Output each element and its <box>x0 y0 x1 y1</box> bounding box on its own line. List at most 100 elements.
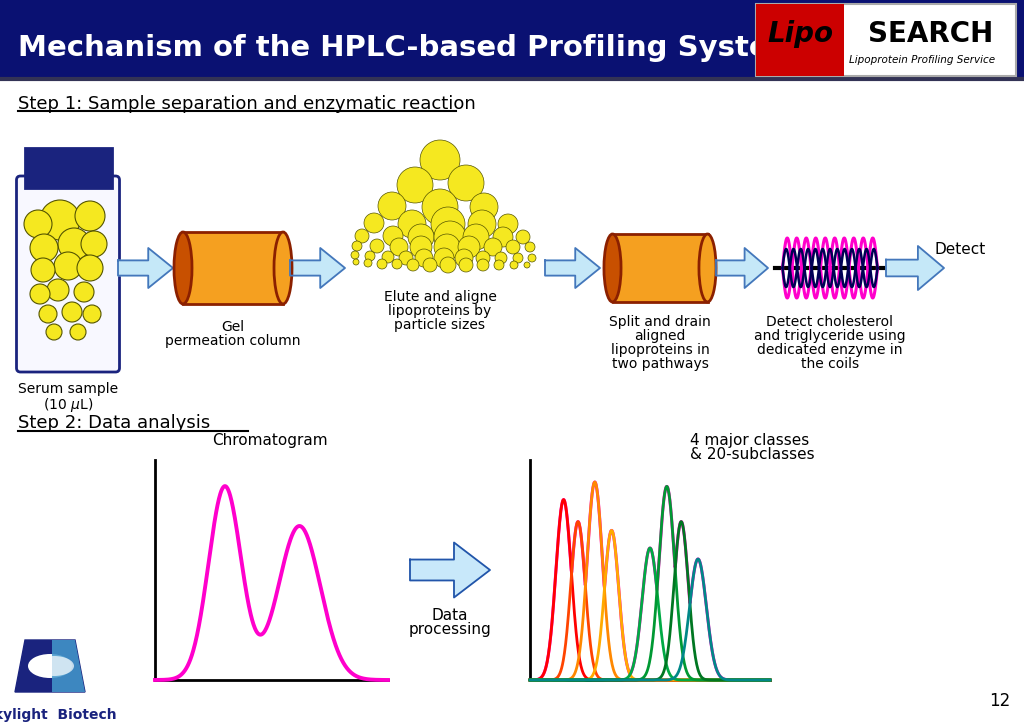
Circle shape <box>513 253 523 263</box>
Circle shape <box>397 167 433 203</box>
Circle shape <box>410 236 432 258</box>
Circle shape <box>81 231 106 257</box>
Circle shape <box>415 249 433 267</box>
Bar <box>0 0 1024 78</box>
Circle shape <box>494 260 504 270</box>
Text: Split and drain: Split and drain <box>609 315 711 329</box>
Polygon shape <box>118 248 173 288</box>
Ellipse shape <box>174 232 193 304</box>
Text: SEARCH: SEARCH <box>867 20 993 49</box>
Circle shape <box>383 226 403 246</box>
Polygon shape <box>52 640 85 692</box>
Circle shape <box>431 207 465 241</box>
Circle shape <box>47 279 69 301</box>
Circle shape <box>495 252 507 264</box>
Circle shape <box>382 251 394 263</box>
Circle shape <box>370 239 384 253</box>
Circle shape <box>377 259 387 269</box>
Bar <box>756 4 845 76</box>
Circle shape <box>365 251 375 261</box>
Text: Lipoprotein Profiling Service: Lipoprotein Profiling Service <box>849 55 995 65</box>
Circle shape <box>30 234 58 262</box>
Circle shape <box>420 140 460 180</box>
Circle shape <box>364 259 372 267</box>
Circle shape <box>458 236 480 258</box>
Text: Chromatogram: Chromatogram <box>212 433 328 448</box>
Circle shape <box>493 227 513 247</box>
Text: 12: 12 <box>989 692 1010 710</box>
Circle shape <box>525 242 535 252</box>
Text: lipoproteins by: lipoproteins by <box>388 304 492 318</box>
Text: Gel: Gel <box>221 320 245 334</box>
Circle shape <box>40 200 80 240</box>
Text: particle sizes: particle sizes <box>394 318 485 332</box>
Text: 4 major classes: 4 major classes <box>690 433 809 448</box>
Circle shape <box>423 258 437 272</box>
Ellipse shape <box>699 234 716 302</box>
Circle shape <box>46 324 62 340</box>
Polygon shape <box>716 248 768 288</box>
Circle shape <box>75 201 105 231</box>
Circle shape <box>399 251 413 265</box>
Circle shape <box>459 258 473 272</box>
Circle shape <box>74 282 94 302</box>
Text: Detect cholesterol: Detect cholesterol <box>767 315 894 329</box>
Bar <box>183 232 283 304</box>
Circle shape <box>352 241 362 251</box>
Polygon shape <box>886 246 944 290</box>
Circle shape <box>455 249 473 267</box>
Circle shape <box>468 210 496 238</box>
Text: dedicated enzyme in: dedicated enzyme in <box>758 343 903 357</box>
Circle shape <box>398 210 426 238</box>
Text: Serum sample: Serum sample <box>18 382 118 396</box>
Text: Step 2: Data analysis: Step 2: Data analysis <box>18 414 210 432</box>
Text: Elute and aligne: Elute and aligne <box>384 290 497 304</box>
Bar <box>612 234 708 302</box>
Text: Data: Data <box>432 608 468 623</box>
Text: two pathways: two pathways <box>611 357 709 371</box>
Text: permeation column: permeation column <box>165 334 301 348</box>
Circle shape <box>54 252 82 280</box>
Circle shape <box>77 255 103 281</box>
Circle shape <box>510 261 518 269</box>
Polygon shape <box>290 248 345 288</box>
Circle shape <box>484 238 502 256</box>
Polygon shape <box>410 542 490 597</box>
Text: lipoproteins in: lipoproteins in <box>610 343 710 357</box>
Text: (10 $\mu$L): (10 $\mu$L) <box>43 396 93 414</box>
Bar <box>25 148 112 188</box>
Circle shape <box>364 213 384 233</box>
Circle shape <box>476 251 490 265</box>
Text: the coils: the coils <box>801 357 859 371</box>
Circle shape <box>528 254 536 262</box>
Circle shape <box>62 302 82 322</box>
Text: and triglyceride using: and triglyceride using <box>755 329 906 343</box>
Circle shape <box>24 210 52 238</box>
Circle shape <box>463 224 489 250</box>
Ellipse shape <box>34 656 74 676</box>
Circle shape <box>378 192 406 220</box>
Circle shape <box>516 230 530 244</box>
Circle shape <box>434 248 454 268</box>
Ellipse shape <box>28 654 72 678</box>
Circle shape <box>440 257 456 273</box>
Circle shape <box>470 193 498 221</box>
Text: Detect: Detect <box>934 242 986 257</box>
Circle shape <box>477 259 489 271</box>
Text: aligned: aligned <box>634 329 686 343</box>
Circle shape <box>506 240 520 254</box>
Text: & 20-subclasses: & 20-subclasses <box>690 447 815 462</box>
Text: processing: processing <box>409 622 492 637</box>
Text: Lipo: Lipo <box>767 20 834 49</box>
Text: Skylight  Biotech: Skylight Biotech <box>0 708 117 722</box>
Bar <box>756 4 1016 76</box>
Circle shape <box>390 238 408 256</box>
Polygon shape <box>15 640 85 692</box>
Circle shape <box>524 262 530 268</box>
Circle shape <box>355 229 369 243</box>
Circle shape <box>351 251 359 259</box>
Ellipse shape <box>274 232 292 304</box>
Text: Step 1: Sample separation and enzymatic reaction: Step 1: Sample separation and enzymatic … <box>18 95 476 113</box>
Polygon shape <box>545 248 600 288</box>
FancyBboxPatch shape <box>16 176 120 372</box>
